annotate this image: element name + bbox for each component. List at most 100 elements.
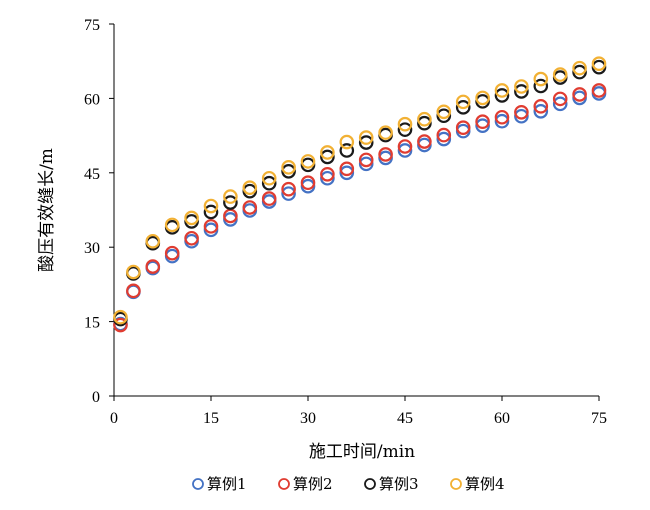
data-points (113, 56, 607, 333)
data-point (113, 317, 128, 333)
data-point (572, 87, 587, 102)
legend-label: 算例3 (379, 475, 419, 493)
legend-item: 算例4 (450, 475, 505, 493)
data-point (397, 139, 413, 154)
data-point (261, 175, 277, 191)
data-point (223, 189, 238, 204)
y-tick-label: 45 (84, 166, 100, 183)
data-point (572, 64, 587, 80)
data-point (164, 217, 180, 233)
data-point (339, 165, 355, 181)
data-point (436, 104, 452, 120)
y-axis-label: 酸压有效缝长/m (37, 148, 57, 272)
data-point (339, 143, 355, 158)
x-tick-label: 0 (110, 410, 118, 427)
x-tick-labels: 0 15 30 45 60 75 (110, 396, 607, 427)
data-point (242, 180, 258, 195)
legend-item: 算例1 (192, 475, 247, 493)
data-point (339, 134, 355, 150)
legend-label: 算例1 (207, 475, 247, 493)
data-point (378, 147, 393, 162)
legend-marker (450, 478, 462, 490)
data-point (494, 83, 510, 98)
data-point (533, 103, 549, 119)
series-2 (113, 83, 607, 333)
data-point (533, 71, 549, 87)
legend-item: 算例3 (364, 475, 419, 493)
data-point (145, 233, 161, 249)
axes (113, 24, 599, 397)
data-point (320, 149, 335, 165)
y-tick-label: 60 (84, 91, 100, 108)
data-point (417, 115, 432, 131)
data-point (358, 156, 374, 172)
data-point (397, 143, 413, 158)
data-point (552, 96, 568, 112)
x-tick-label: 30 (300, 410, 316, 427)
data-point (320, 145, 335, 160)
data-point (184, 230, 199, 246)
data-point (494, 113, 510, 129)
data-point (358, 152, 374, 168)
data-point (475, 118, 490, 133)
y-tick-label: 0 (92, 389, 100, 406)
data-point (281, 181, 296, 197)
data-point (552, 67, 568, 82)
data-point (261, 191, 277, 206)
x-tick-label: 15 (203, 410, 219, 427)
data-point (533, 99, 549, 114)
y-tick-label: 30 (84, 240, 100, 257)
data-point (378, 125, 393, 140)
y-tick-labels: 0 15 30 45 60 75 (84, 17, 114, 406)
data-point (514, 79, 529, 94)
legend-label: 算例4 (465, 475, 505, 493)
legend-marker (192, 478, 204, 490)
legend-label: 算例2 (293, 475, 333, 493)
data-point (113, 309, 128, 325)
series-3 (113, 59, 607, 327)
data-point (591, 56, 607, 71)
legend-marker (278, 478, 290, 490)
data-point (339, 161, 355, 177)
data-point (436, 108, 452, 124)
x-tick-label: 45 (397, 410, 413, 427)
y-tick-label: 75 (84, 17, 100, 34)
data-point (223, 195, 238, 210)
data-point (300, 154, 316, 169)
x-axis-label: 施工时间/min (309, 442, 415, 462)
data-point (281, 186, 296, 201)
data-point (475, 114, 490, 130)
series-4 (113, 56, 607, 325)
data-point (358, 130, 374, 145)
data-point (436, 131, 452, 147)
data-point (397, 122, 413, 137)
data-point (320, 166, 335, 182)
data-point (281, 164, 296, 179)
data-point (203, 204, 219, 220)
data-point (455, 94, 471, 110)
data-point (533, 78, 549, 94)
data-point (242, 200, 258, 215)
data-point (514, 108, 529, 124)
data-point (494, 88, 510, 103)
legend: 算例1 算例2 算例3 算例4 (192, 475, 505, 493)
data-point (455, 120, 471, 135)
data-point (126, 283, 141, 299)
data-point (417, 111, 432, 127)
data-point (514, 84, 529, 99)
data-point (164, 245, 180, 261)
legend-marker (364, 478, 376, 490)
x-tick-label: 75 (591, 410, 607, 427)
data-point (572, 60, 587, 76)
data-point (126, 264, 141, 280)
data-point (281, 160, 296, 175)
data-point (358, 135, 374, 150)
data-point (455, 100, 471, 115)
data-point (261, 170, 277, 186)
data-point (494, 109, 510, 125)
data-point (591, 83, 607, 98)
data-point (300, 175, 316, 191)
data-point (203, 219, 219, 234)
x-tick-label: 60 (494, 410, 510, 427)
